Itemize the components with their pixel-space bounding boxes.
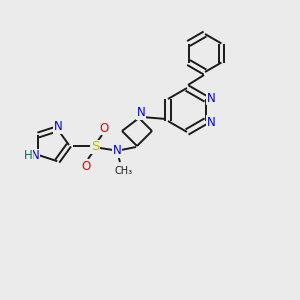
- Text: O: O: [99, 122, 109, 134]
- Text: N: N: [54, 120, 63, 133]
- Text: S: S: [91, 140, 99, 154]
- Text: N: N: [207, 116, 215, 128]
- Text: H: H: [24, 149, 33, 163]
- Text: N: N: [136, 106, 146, 119]
- Text: N: N: [112, 145, 122, 158]
- Text: N: N: [207, 92, 215, 104]
- Text: O: O: [81, 160, 91, 172]
- Text: N: N: [31, 149, 40, 163]
- Text: CH₃: CH₃: [115, 166, 133, 176]
